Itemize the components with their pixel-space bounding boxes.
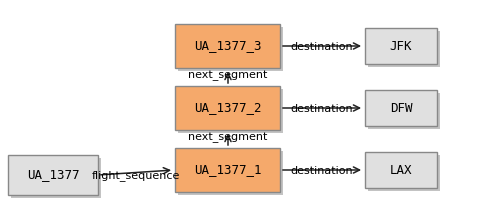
Text: next_segment: next_segment [188, 133, 268, 143]
FancyBboxPatch shape [175, 148, 280, 192]
FancyBboxPatch shape [178, 89, 283, 133]
FancyBboxPatch shape [175, 86, 280, 130]
Text: UA_1377: UA_1377 [27, 168, 79, 181]
FancyBboxPatch shape [365, 152, 437, 188]
FancyBboxPatch shape [175, 24, 280, 68]
FancyBboxPatch shape [8, 155, 98, 195]
Text: next_segment: next_segment [188, 71, 268, 81]
FancyBboxPatch shape [365, 90, 437, 126]
Text: LAX: LAX [390, 163, 412, 176]
FancyBboxPatch shape [368, 155, 440, 191]
FancyBboxPatch shape [368, 93, 440, 129]
Text: DFW: DFW [390, 102, 412, 115]
FancyBboxPatch shape [11, 158, 101, 198]
FancyBboxPatch shape [368, 31, 440, 67]
Text: UA_1377_3: UA_1377_3 [194, 39, 261, 53]
Text: destination: destination [291, 166, 353, 176]
FancyBboxPatch shape [178, 27, 283, 71]
Text: JFK: JFK [390, 39, 412, 53]
Text: flight_sequence: flight_sequence [92, 170, 180, 181]
Text: UA_1377_1: UA_1377_1 [194, 163, 261, 176]
Text: destination: destination [291, 104, 353, 114]
FancyBboxPatch shape [178, 151, 283, 195]
Text: UA_1377_2: UA_1377_2 [194, 102, 261, 115]
Text: destination: destination [291, 42, 353, 52]
FancyBboxPatch shape [365, 28, 437, 64]
